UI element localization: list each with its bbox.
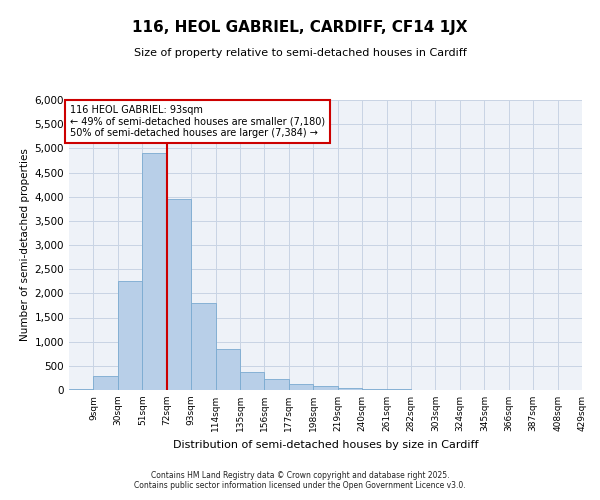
Bar [240,372,265,390]
Bar [142,153,167,390]
Bar [118,281,142,390]
Bar [313,386,338,390]
Text: 116, HEOL GABRIEL, CARDIFF, CF14 1JX: 116, HEOL GABRIEL, CARDIFF, CF14 1JX [132,20,468,35]
Y-axis label: Number of semi-detached properties: Number of semi-detached properties [20,148,31,342]
Bar [215,349,240,390]
Bar [69,388,94,390]
Text: Contains HM Land Registry data © Crown copyright and database right 2025.
Contai: Contains HM Land Registry data © Crown c… [134,470,466,490]
Bar [191,303,215,390]
Bar [265,380,289,390]
X-axis label: Distribution of semi-detached houses by size in Cardiff: Distribution of semi-detached houses by … [173,440,478,450]
Bar [94,376,118,390]
Text: Size of property relative to semi-detached houses in Cardiff: Size of property relative to semi-detach… [134,48,466,58]
Bar [362,389,386,390]
Bar [289,384,313,390]
Bar [167,199,191,390]
Text: 116 HEOL GABRIEL: 93sqm
← 49% of semi-detached houses are smaller (7,180)
50% of: 116 HEOL GABRIEL: 93sqm ← 49% of semi-de… [70,105,325,138]
Bar [338,388,362,390]
